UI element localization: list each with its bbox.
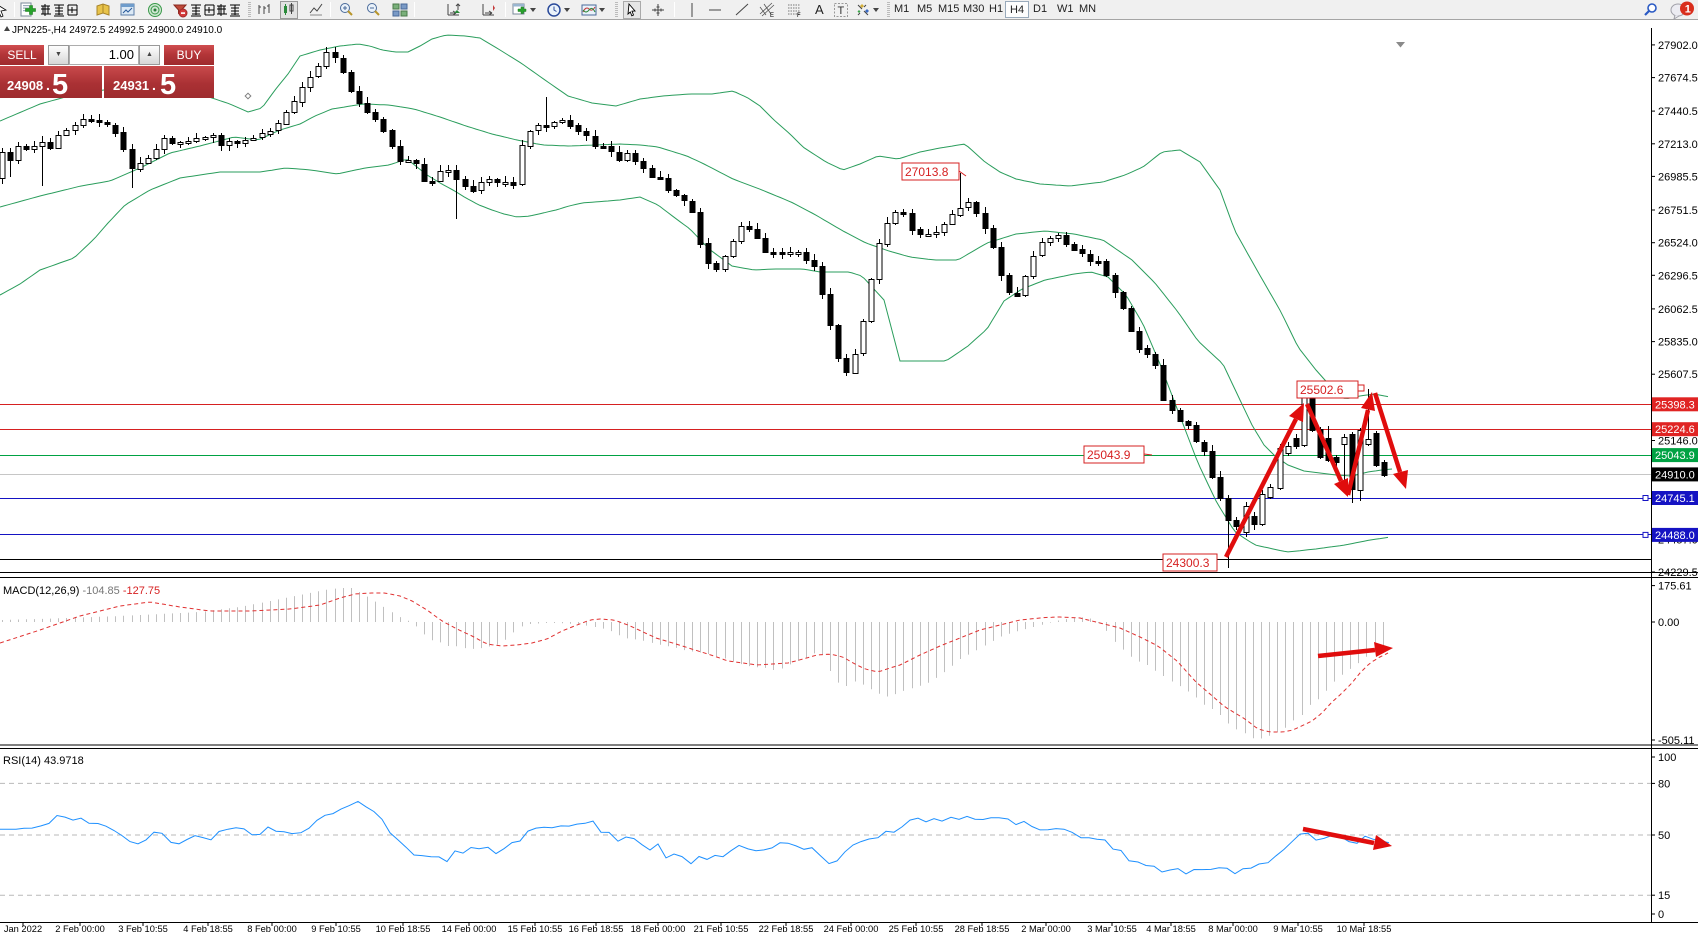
svg-text:28 Feb 18:55: 28 Feb 18:55 bbox=[955, 924, 1010, 933]
svg-text:27013.8: 27013.8 bbox=[905, 165, 949, 179]
svg-text:21 Feb 10:55: 21 Feb 10:55 bbox=[694, 924, 749, 933]
svg-text:4 Feb 18:55: 4 Feb 18:55 bbox=[183, 924, 233, 933]
svg-text:9 Mar 10:55: 9 Mar 10:55 bbox=[1273, 924, 1323, 933]
svg-text:T: T bbox=[838, 5, 845, 17]
svg-text:24745.1: 24745.1 bbox=[1655, 493, 1695, 505]
svg-text:26296.5: 26296.5 bbox=[1658, 270, 1698, 282]
svg-text:175.61: 175.61 bbox=[1658, 581, 1692, 593]
svg-text:8 Feb 00:00: 8 Feb 00:00 bbox=[247, 924, 297, 933]
svg-text:25146.0: 25146.0 bbox=[1658, 436, 1698, 448]
svg-text:RSI(14) 43.9718: RSI(14) 43.9718 bbox=[3, 755, 84, 767]
svg-text:100: 100 bbox=[1658, 752, 1676, 764]
svg-text:80: 80 bbox=[1658, 778, 1670, 790]
svg-text:10 Mar 18:55: 10 Mar 18:55 bbox=[1337, 924, 1392, 933]
svg-text:F: F bbox=[797, 13, 801, 18]
svg-text:24 Feb 00:00: 24 Feb 00:00 bbox=[824, 924, 879, 933]
svg-text:3 Feb 10:55: 3 Feb 10:55 bbox=[118, 924, 168, 933]
svg-text:15 Feb 10:55: 15 Feb 10:55 bbox=[508, 924, 563, 933]
svg-text:25043.9: 25043.9 bbox=[1087, 448, 1131, 462]
svg-text:25043.9: 25043.9 bbox=[1655, 450, 1695, 462]
svg-text:16 Feb 18:55: 16 Feb 18:55 bbox=[569, 924, 624, 933]
svg-text:10 Feb 18:55: 10 Feb 18:55 bbox=[376, 924, 431, 933]
svg-text:25607.5: 25607.5 bbox=[1658, 369, 1698, 381]
svg-text:MACD(12,26,9) -104.85 -127.75: MACD(12,26,9) -104.85 -127.75 bbox=[3, 585, 160, 597]
svg-text:27213.0: 27213.0 bbox=[1658, 139, 1698, 151]
svg-text:18 Feb 00:00: 18 Feb 00:00 bbox=[631, 924, 686, 933]
svg-text:JPN225-,H4 24972.5 24992.5 24: JPN225-,H4 24972.5 24992.5 24900.0 24910… bbox=[12, 25, 223, 36]
svg-text:24229.5: 24229.5 bbox=[1658, 567, 1698, 579]
svg-text:26062.5: 26062.5 bbox=[1658, 304, 1698, 316]
svg-text:26985.5: 26985.5 bbox=[1658, 171, 1698, 183]
svg-text:24910.0: 24910.0 bbox=[1655, 469, 1695, 481]
svg-text:E: E bbox=[770, 13, 774, 18]
svg-text:25224.6: 25224.6 bbox=[1655, 424, 1695, 436]
svg-text:27902.0: 27902.0 bbox=[1658, 40, 1698, 52]
svg-text:25835.0: 25835.0 bbox=[1658, 337, 1698, 349]
svg-text:22 Feb 18:55: 22 Feb 18:55 bbox=[759, 924, 814, 933]
svg-text:25398.3: 25398.3 bbox=[1655, 399, 1695, 411]
svg-text:Jan 2022: Jan 2022 bbox=[4, 924, 42, 933]
svg-text:27440.5: 27440.5 bbox=[1658, 106, 1698, 118]
svg-text:8 Mar 00:00: 8 Mar 00:00 bbox=[1208, 924, 1258, 933]
svg-text:25502.6: 25502.6 bbox=[1300, 383, 1344, 397]
svg-text:2 Feb 00:00: 2 Feb 00:00 bbox=[55, 924, 105, 933]
svg-text:26524.0: 26524.0 bbox=[1658, 238, 1698, 250]
svg-text:9 Feb 10:55: 9 Feb 10:55 bbox=[311, 924, 361, 933]
svg-text:4 Mar 18:55: 4 Mar 18:55 bbox=[1146, 924, 1196, 933]
svg-text:3 Mar 10:55: 3 Mar 10:55 bbox=[1087, 924, 1137, 933]
svg-text:26751.5: 26751.5 bbox=[1658, 205, 1698, 217]
svg-text:14 Feb 00:00: 14 Feb 00:00 bbox=[442, 924, 497, 933]
svg-text:-505.11: -505.11 bbox=[1658, 735, 1695, 747]
svg-text:0: 0 bbox=[1658, 909, 1664, 921]
svg-text:27674.5: 27674.5 bbox=[1658, 73, 1698, 85]
svg-text:0.00: 0.00 bbox=[1658, 617, 1679, 629]
svg-text:15: 15 bbox=[1658, 890, 1670, 902]
svg-text:24488.0: 24488.0 bbox=[1655, 530, 1695, 542]
svg-text:1: 1 bbox=[1685, 4, 1691, 16]
svg-text:50: 50 bbox=[1658, 830, 1670, 842]
svg-text:2 Mar 00:00: 2 Mar 00:00 bbox=[1021, 924, 1071, 933]
svg-text:24300.3: 24300.3 bbox=[1166, 556, 1210, 570]
svg-text:25 Feb 10:55: 25 Feb 10:55 bbox=[889, 924, 944, 933]
